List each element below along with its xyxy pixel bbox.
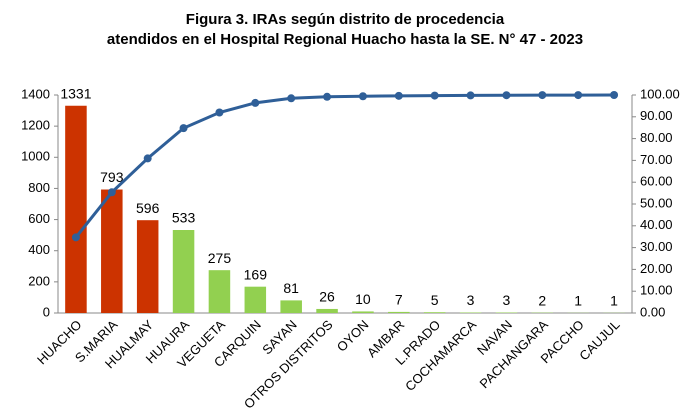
y2-tick-label: 60.00: [640, 174, 673, 189]
line-marker: [251, 98, 260, 107]
line-marker: [574, 91, 583, 100]
bar: [280, 300, 302, 313]
bar: [208, 270, 231, 313]
y-tick-label: 1200: [21, 118, 50, 133]
y2-tick-label: 50.00: [640, 195, 673, 210]
y-tick-label: 200: [28, 273, 50, 288]
chart-title: atendidos en el Hospital Regional Huacho…: [107, 31, 583, 48]
bar: [172, 230, 195, 313]
line-marker: [538, 91, 547, 100]
line-marker: [143, 154, 152, 163]
line-marker: [610, 91, 619, 99]
y2-tick-label: 90.00: [640, 108, 673, 123]
y2-tick-label: 100.00: [640, 86, 680, 101]
data-label: 1331: [60, 85, 91, 101]
data-label: 1: [610, 293, 618, 309]
data-label: 2: [538, 292, 546, 308]
y-tick-label: 1400: [21, 86, 50, 101]
y2-tick-label: 20.00: [640, 261, 673, 276]
line-marker: [358, 92, 367, 101]
data-label: 3: [467, 292, 475, 308]
bar: [423, 312, 446, 313]
line-marker: [502, 91, 511, 100]
data-label: 169: [244, 266, 268, 282]
data-label: 26: [319, 289, 335, 305]
y-tick-label: 0: [43, 304, 50, 319]
data-label: 3: [503, 292, 511, 308]
data-label: 5: [431, 292, 439, 308]
line: [74, 93, 615, 239]
y-tick-label: 800: [28, 180, 50, 195]
bar: [136, 220, 159, 313]
data-label: 793: [100, 169, 124, 185]
line-marker: [71, 233, 80, 242]
bar: [65, 105, 87, 313]
bar: [352, 311, 374, 313]
line-marker: [107, 188, 116, 197]
x-tick-label: CAUJUL: [576, 317, 622, 363]
bar: [316, 308, 338, 313]
data-label: 10: [355, 291, 371, 307]
y2-tick-label: 40.00: [640, 217, 673, 232]
data-label: 7: [395, 292, 403, 308]
bar: [244, 286, 267, 313]
bar: [101, 189, 123, 313]
data-label: 596: [136, 200, 160, 216]
y2-tick-label: 80.00: [640, 130, 673, 145]
line-marker: [430, 91, 439, 100]
data-label: 81: [283, 280, 299, 296]
y2-tick-label: 0.00: [640, 304, 665, 319]
data-label: 533: [172, 210, 196, 226]
y-tick-label: 400: [28, 242, 50, 257]
y2-tick-label: 70.00: [640, 152, 673, 167]
bar: [388, 311, 410, 313]
line-marker: [394, 91, 403, 100]
y-tick-label: 600: [28, 211, 50, 226]
line-marker: [179, 124, 188, 133]
data-label: 275: [208, 250, 232, 266]
y2-tick-label: 10.00: [640, 283, 673, 298]
line-marker: [323, 92, 332, 101]
chart-title: Figura 3. IRAs según distrito de procede…: [186, 11, 505, 28]
line-marker: [466, 91, 475, 100]
y-tick-label: 1000: [21, 149, 50, 164]
y2-tick-label: 30.00: [640, 239, 673, 254]
line-marker: [287, 94, 296, 103]
data-label: 1: [574, 293, 582, 309]
line-marker: [215, 108, 224, 117]
